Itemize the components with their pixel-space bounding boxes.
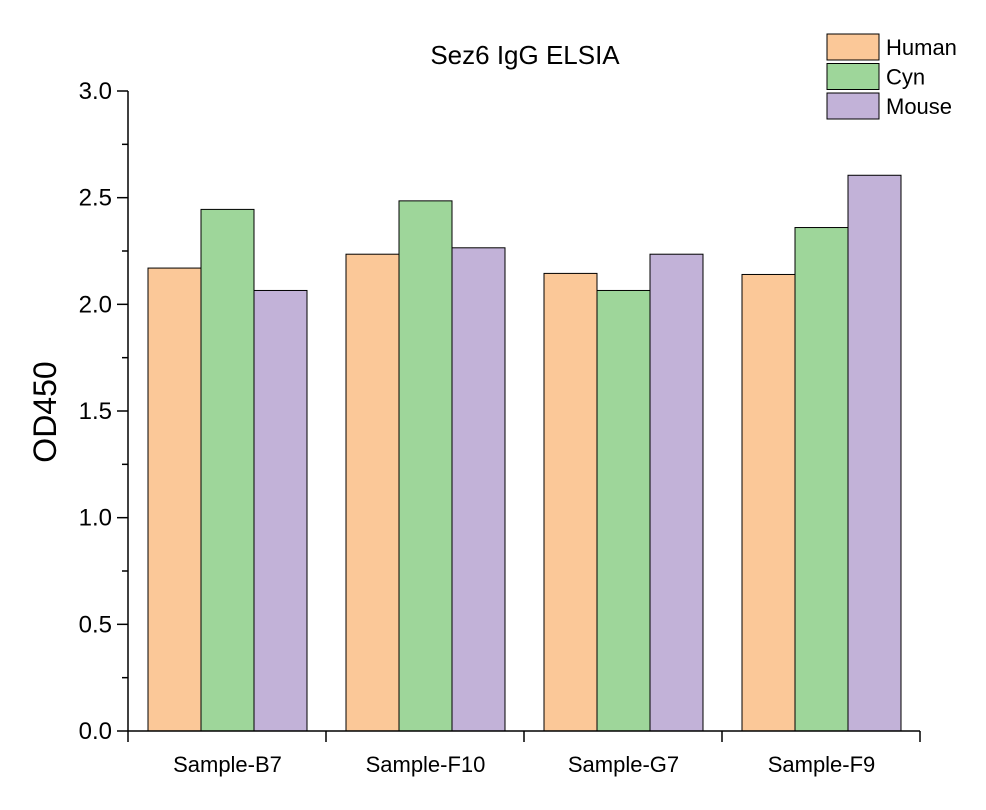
y-tick-label: 0.0 [79,718,112,745]
y-tick-label: 2.0 [79,291,112,318]
bar-cyn-sample-f10 [398,200,453,732]
bar-cyn-sample-f9 [794,227,849,732]
x-tick-label: Sample-B7 [173,752,282,777]
y-axis-label: OD450 [27,361,63,462]
bars-group [147,174,902,732]
legend-swatch-cyn [826,63,880,90]
bar-cyn-sample-g7 [596,289,651,732]
legend-swatch-human [826,33,880,61]
bar-mouse-sample-f9 [847,174,902,732]
bar-mouse-sample-g7 [649,253,704,732]
bar-human-sample-b7 [147,267,202,732]
y-tick-label: 2.5 [79,185,112,212]
bar-human-sample-f9 [741,273,796,732]
legend: Human Cyn Mouse [826,33,957,120]
bar-mouse-sample-f10 [451,247,506,732]
x-tick-label: Sample-F10 [366,752,486,777]
legend-label-mouse: Mouse [886,94,952,119]
axes-group: 0.0 0.5 1.0 1.5 2.0 2.5 3.0 Sample-B7 Sample-F10… [79,78,921,777]
legend-label-cyn: Cyn [886,65,925,90]
bar-cyn-sample-b7 [200,208,255,732]
y-tick-label: 0.5 [79,611,112,638]
y-tick-label: 1.5 [79,398,112,425]
legend-swatch-mouse [826,92,880,120]
x-tick-label: Sample-F9 [768,752,876,777]
legend-label-human: Human [886,35,957,60]
bar-human-sample-f10 [345,253,400,732]
x-tick-label: Sample-G7 [568,752,679,777]
y-tick-label: 3.0 [79,78,112,105]
bar-human-sample-g7 [543,272,598,732]
bar-mouse-sample-b7 [253,289,308,732]
chart-title: Sez6 IgG ELSIA [430,40,620,70]
y-tick-label: 1.0 [79,505,112,532]
